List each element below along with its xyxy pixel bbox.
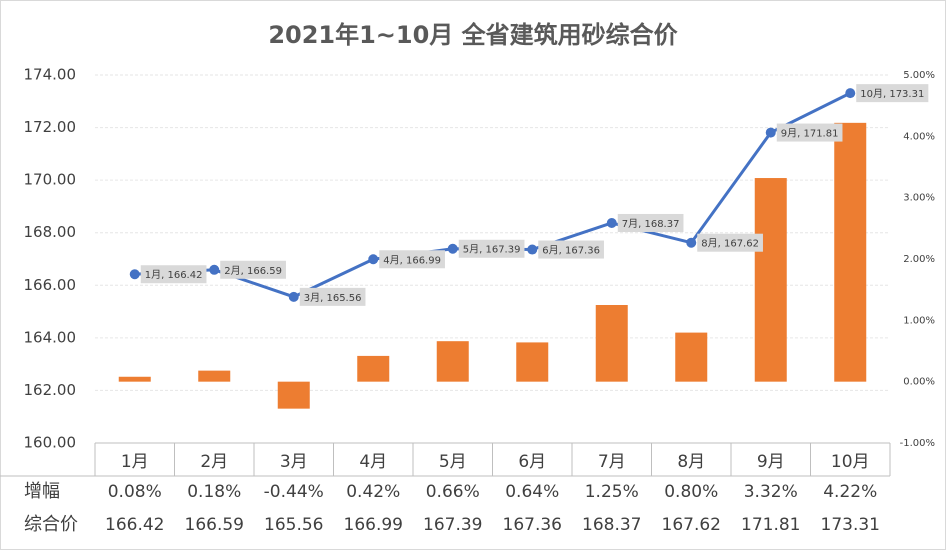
bar [675,332,708,382]
table-cell: 0.08% [108,482,162,502]
point [368,254,379,265]
data-label: 1月, 166.42 [145,269,203,281]
legend-label: 综合价 [24,514,78,535]
label-bg [379,250,445,269]
point [129,269,140,280]
point [845,88,856,99]
table-cell: 4.22% [823,482,877,502]
y2-tick-label: 4.00% [903,131,935,142]
bar [436,341,469,382]
bar [595,305,628,382]
bar [754,178,787,382]
bar [277,381,310,409]
bar [834,122,867,382]
table-cell: 165.56 [264,515,323,535]
data-label: 10月, 173.31 [860,88,924,100]
y-tick-label: 174.00 [24,66,77,84]
table-cell: 168.37 [582,515,641,535]
data-label: 6月, 167.36 [542,245,600,257]
point [686,237,697,248]
table-cell: 0.64% [505,482,559,502]
y2-tick-label: -1.00% [900,438,935,449]
table-cell: 0.66% [426,482,480,502]
point [527,244,538,255]
y2-tick-label: 5.00% [903,70,935,81]
table-cell: 166.99 [344,515,403,535]
data-label: 9月, 171.81 [781,128,839,140]
y-tick-label: 162.00 [24,381,77,399]
label-bg [697,233,763,252]
label-bg [140,265,207,284]
point [765,127,776,138]
x-tick-label: 3月 [280,452,308,472]
data-label: 7月, 168.37 [622,218,680,230]
y-tick-label: 170.00 [24,171,77,189]
x-tick-label: 7月 [598,452,626,472]
bar [118,376,151,382]
point [606,217,617,228]
label-bg [538,240,604,259]
data-label: 8月, 167.62 [701,238,759,250]
table-cell: 167.36 [503,515,562,535]
table-cell: 1.25% [585,482,639,502]
label-bg [617,213,684,232]
y-tick-label: 160.00 [24,434,77,452]
x-tick-label: 2月 [200,452,228,472]
point [447,243,458,254]
y-tick-label: 168.00 [24,223,77,241]
table-cell: 173.31 [821,515,880,535]
label-bg [856,84,929,103]
label-bg [299,287,366,306]
label-bg [220,260,286,279]
table-cell: 167.62 [662,515,721,535]
label-bg [776,123,843,142]
x-tick-label: 9月 [757,452,785,472]
data-label: 5月, 167.39 [463,244,521,256]
x-tick-label: 4月 [359,452,387,472]
x-tick-label: 1月 [121,452,149,472]
x-tick-label: 10月 [831,452,870,472]
y2-tick-label: 3.00% [903,193,935,204]
y-tick-label: 172.00 [24,118,77,136]
y-tick-label: 164.00 [24,328,77,346]
data-label: 3月, 165.56 [304,292,362,304]
point [209,264,220,275]
chart-title: 2021年1~10月 全省建筑用砂综合价 [268,21,678,49]
y2-tick-label: 0.00% [903,377,935,388]
table-cell: 0.80% [664,482,718,502]
bar [516,342,549,382]
bar [198,370,231,382]
data-label: 2月, 166.59 [224,265,282,277]
table-cell: -0.44% [264,482,324,502]
x-tick-label: 5月 [439,452,467,472]
table-cell: 166.59 [185,515,244,535]
x-tick-label: 8月 [677,452,705,472]
legend-label: 增幅 [24,481,60,502]
table-cell: 0.18% [187,482,241,502]
point [288,291,299,302]
table-cell: 3.32% [744,482,798,502]
table-cell: 0.42% [346,482,400,502]
table-cell: 166.42 [105,515,164,535]
x-tick-label: 6月 [518,452,546,472]
bar [357,355,390,382]
table-cell: 167.39 [423,515,482,535]
label-bg [458,239,525,258]
data-label: 4月, 166.99 [383,254,441,266]
table-cell: 171.81 [741,515,800,535]
y-tick-label: 166.00 [24,276,77,294]
y2-tick-label: 1.00% [903,315,935,326]
y2-tick-label: 2.00% [903,254,935,265]
